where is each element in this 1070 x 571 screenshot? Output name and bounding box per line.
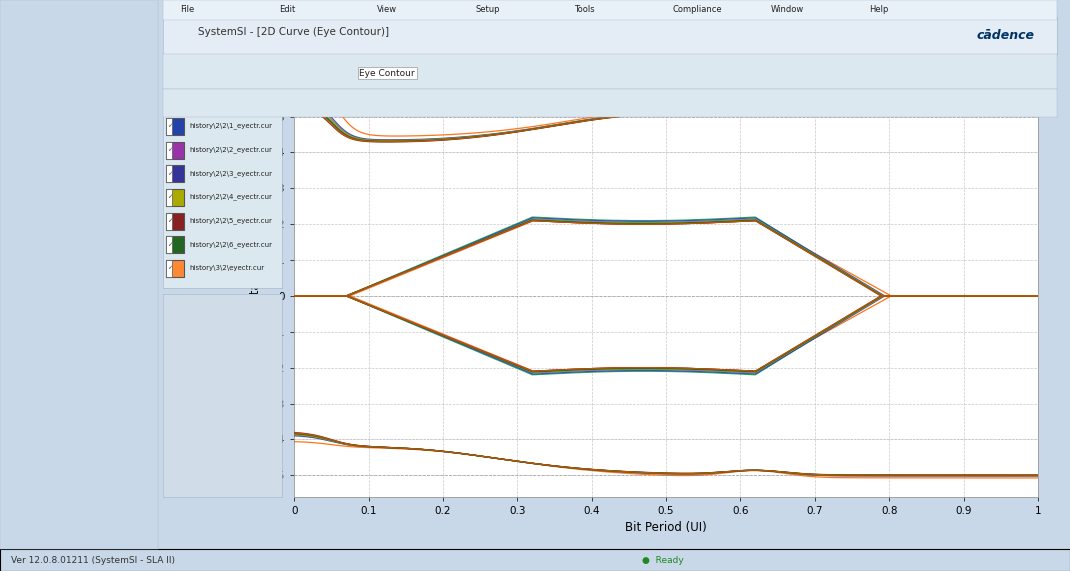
Bar xyxy=(166,213,172,230)
Text: Compliance: Compliance xyxy=(673,6,722,14)
Text: history\2\2\5_eyectr.cur: history\2\2\5_eyectr.cur xyxy=(189,218,272,224)
Bar xyxy=(166,142,184,159)
Text: ✓: ✓ xyxy=(167,266,172,271)
Text: Edit: Edit xyxy=(279,6,295,14)
Bar xyxy=(166,71,184,87)
Bar xyxy=(166,236,172,254)
Text: ✓: ✓ xyxy=(167,147,172,152)
Bar xyxy=(166,189,172,206)
Text: ✓: ✓ xyxy=(167,100,172,105)
Bar xyxy=(166,189,184,206)
Bar xyxy=(166,71,172,87)
Text: ✓: ✓ xyxy=(167,242,172,247)
Bar xyxy=(166,260,172,277)
Text: history\2\2\3_eyectr.cur: history\2\2\3_eyectr.cur xyxy=(189,170,272,176)
Text: ✓: ✓ xyxy=(167,76,172,81)
Text: ●  Ready: ● Ready xyxy=(642,556,684,565)
Text: File: File xyxy=(181,6,195,14)
Text: ✓: ✓ xyxy=(167,123,172,128)
Text: Ver 12.0.8.01211 (SystemSI - SLA II): Ver 12.0.8.01211 (SystemSI - SLA II) xyxy=(11,556,174,565)
Text: Eye Contour: Eye Contour xyxy=(360,69,415,78)
Bar xyxy=(166,260,184,277)
Bar xyxy=(166,166,184,182)
Text: history\2\2\1_eyectr.cur: history\2\2\1_eyectr.cur xyxy=(189,123,272,130)
Text: history\3\2\eyectr.cur: history\3\2\eyectr.cur xyxy=(189,265,264,271)
Text: Tools: Tools xyxy=(575,6,595,14)
Bar xyxy=(166,166,172,182)
Text: history\1\1\eyectr.cur: history\1\1\eyectr.cur xyxy=(189,75,264,82)
Text: history\2\2\2_eyectr.cur: history\2\2\2_eyectr.cur xyxy=(189,146,272,153)
Bar xyxy=(166,94,172,111)
Bar xyxy=(166,94,184,111)
X-axis label: Bit Period (UI): Bit Period (UI) xyxy=(625,521,707,534)
Text: ✓: ✓ xyxy=(167,195,172,199)
Y-axis label: Voltage (V): Voltage (V) xyxy=(249,247,262,312)
Text: Help: Help xyxy=(869,6,889,14)
Text: history\2\2\4_eyectr.cur: history\2\2\4_eyectr.cur xyxy=(189,194,272,200)
Text: ✓: ✓ xyxy=(167,171,172,176)
Legend: history\1\1\eyectr.cur, history\2\1\eyectr.cur, history\2\2\1_eyectr..., history: history\1\1\eyectr.cur, history\2\1\eyec… xyxy=(386,566,648,571)
Text: history\2\1\eyectr.cur: history\2\1\eyectr.cur xyxy=(189,99,264,105)
Bar xyxy=(166,118,184,135)
Text: history\2\2\6_eyectr.cur: history\2\2\6_eyectr.cur xyxy=(189,241,272,248)
Text: cādence: cādence xyxy=(977,29,1035,42)
Text: ✓: ✓ xyxy=(167,218,172,223)
Text: SystemSI - [2D Curve (Eye Contour)]: SystemSI - [2D Curve (Eye Contour)] xyxy=(198,27,389,37)
Bar xyxy=(166,142,172,159)
Bar xyxy=(166,118,172,135)
Text: Setup: Setup xyxy=(476,6,500,14)
Text: Window: Window xyxy=(770,6,805,14)
Bar xyxy=(166,236,184,254)
Text: View: View xyxy=(378,6,397,14)
Bar xyxy=(166,213,184,230)
